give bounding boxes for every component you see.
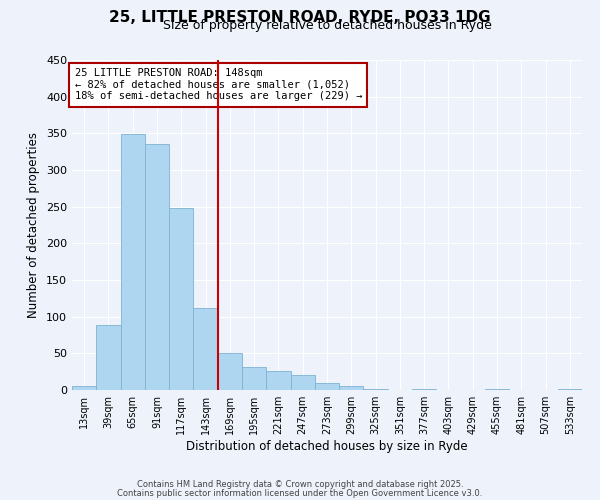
Bar	[96, 326, 121, 390]
Text: 25 LITTLE PRESTON ROAD: 148sqm
← 82% of detached houses are smaller (1,052)
18% : 25 LITTLE PRESTON ROAD: 148sqm ← 82% of …	[74, 68, 362, 102]
Bar	[193, 308, 218, 390]
Bar	[242, 366, 266, 390]
Bar	[145, 144, 169, 390]
Text: Contains HM Land Registry data © Crown copyright and database right 2025.: Contains HM Land Registry data © Crown c…	[137, 480, 463, 489]
Title: Size of property relative to detached houses in Ryde: Size of property relative to detached ho…	[163, 20, 491, 32]
Text: 25, LITTLE PRESTON ROAD, RYDE, PO33 1DG: 25, LITTLE PRESTON ROAD, RYDE, PO33 1DG	[109, 10, 491, 25]
Y-axis label: Number of detached properties: Number of detached properties	[28, 132, 40, 318]
Bar	[339, 386, 364, 390]
Bar	[266, 371, 290, 390]
Bar	[218, 354, 242, 390]
X-axis label: Distribution of detached houses by size in Ryde: Distribution of detached houses by size …	[186, 440, 468, 453]
Bar	[169, 208, 193, 390]
Bar	[315, 382, 339, 390]
Bar	[72, 386, 96, 390]
Bar	[290, 374, 315, 390]
Text: Contains public sector information licensed under the Open Government Licence v3: Contains public sector information licen…	[118, 488, 482, 498]
Bar	[121, 134, 145, 390]
